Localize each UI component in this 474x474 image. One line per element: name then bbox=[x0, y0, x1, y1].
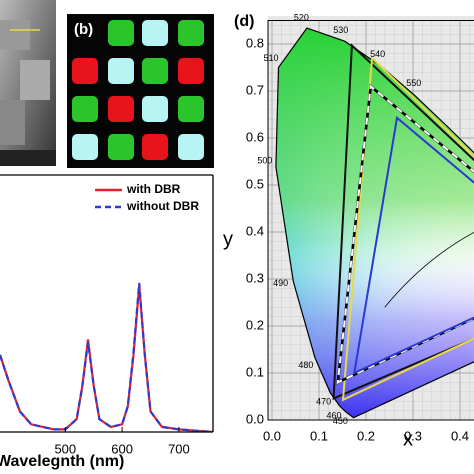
wavelength-label: 480 bbox=[298, 360, 313, 370]
spectrum-chart: 500 600 700 Wavelegnth (nm) with DBR without … bbox=[0, 174, 214, 470]
spectral-locus bbox=[275, 27, 474, 419]
spectrum-line bbox=[0, 285, 213, 432]
x-axis-label: x bbox=[403, 428, 413, 450]
wavelength-label: 510 bbox=[263, 53, 278, 63]
x-tick-label: 700 bbox=[168, 441, 190, 456]
pixel-image: (b) bbox=[67, 14, 214, 168]
y-tick-label: 0.4 bbox=[246, 223, 264, 238]
panel-label: (b) bbox=[74, 21, 93, 38]
wavelength-label: 520 bbox=[294, 13, 309, 23]
spectrum-line bbox=[0, 282, 213, 432]
plot-frame bbox=[267, 20, 474, 421]
y-tick-label: 0.3 bbox=[246, 270, 264, 285]
x-tick-label: 0.1 bbox=[310, 428, 328, 443]
wavelength-label: 470 bbox=[316, 397, 331, 407]
y-tick-label: 0.6 bbox=[246, 129, 264, 144]
x-tick-label: 0.0 bbox=[263, 428, 281, 443]
planckian-locus bbox=[384, 231, 474, 308]
wavelength-label: 450 bbox=[333, 416, 348, 426]
legend-label: with DBR bbox=[126, 182, 181, 196]
legend-label: without DBR bbox=[126, 199, 199, 213]
y-tick-label: 0.2 bbox=[246, 317, 264, 332]
sem-image bbox=[0, 0, 56, 166]
x-tick-label: 600 bbox=[111, 441, 133, 456]
y-axis-label: y bbox=[223, 228, 233, 250]
y-tick-label: 0.8 bbox=[246, 35, 264, 50]
x-tick-label: 0.4 bbox=[451, 428, 469, 443]
wavelength-label: 530 bbox=[333, 25, 348, 35]
wavelength-label: 460 bbox=[326, 410, 341, 420]
y-tick-label: 0.1 bbox=[246, 364, 264, 379]
wavelength-label: 550 bbox=[406, 78, 421, 88]
y-tick-label: 0.5 bbox=[246, 176, 264, 191]
plot-lines bbox=[0, 282, 213, 432]
wavelength-label: 490 bbox=[273, 278, 288, 288]
x-tick-label: 500 bbox=[54, 441, 76, 456]
panel-label: (d) bbox=[234, 13, 254, 30]
wavelength-label: 500 bbox=[257, 155, 272, 165]
gamut-triangle bbox=[353, 115, 474, 375]
gamut-triangle bbox=[341, 55, 474, 402]
wavelength-label: 540 bbox=[370, 49, 385, 59]
x-tick-label: 0.2 bbox=[357, 428, 375, 443]
y-tick-label: 0.0 bbox=[246, 411, 264, 426]
x-tick-label: 0.3 bbox=[404, 428, 422, 443]
y-tick-label: 0.7 bbox=[246, 82, 264, 97]
x-axis-label: Wavelegnth (nm) bbox=[0, 453, 124, 470]
